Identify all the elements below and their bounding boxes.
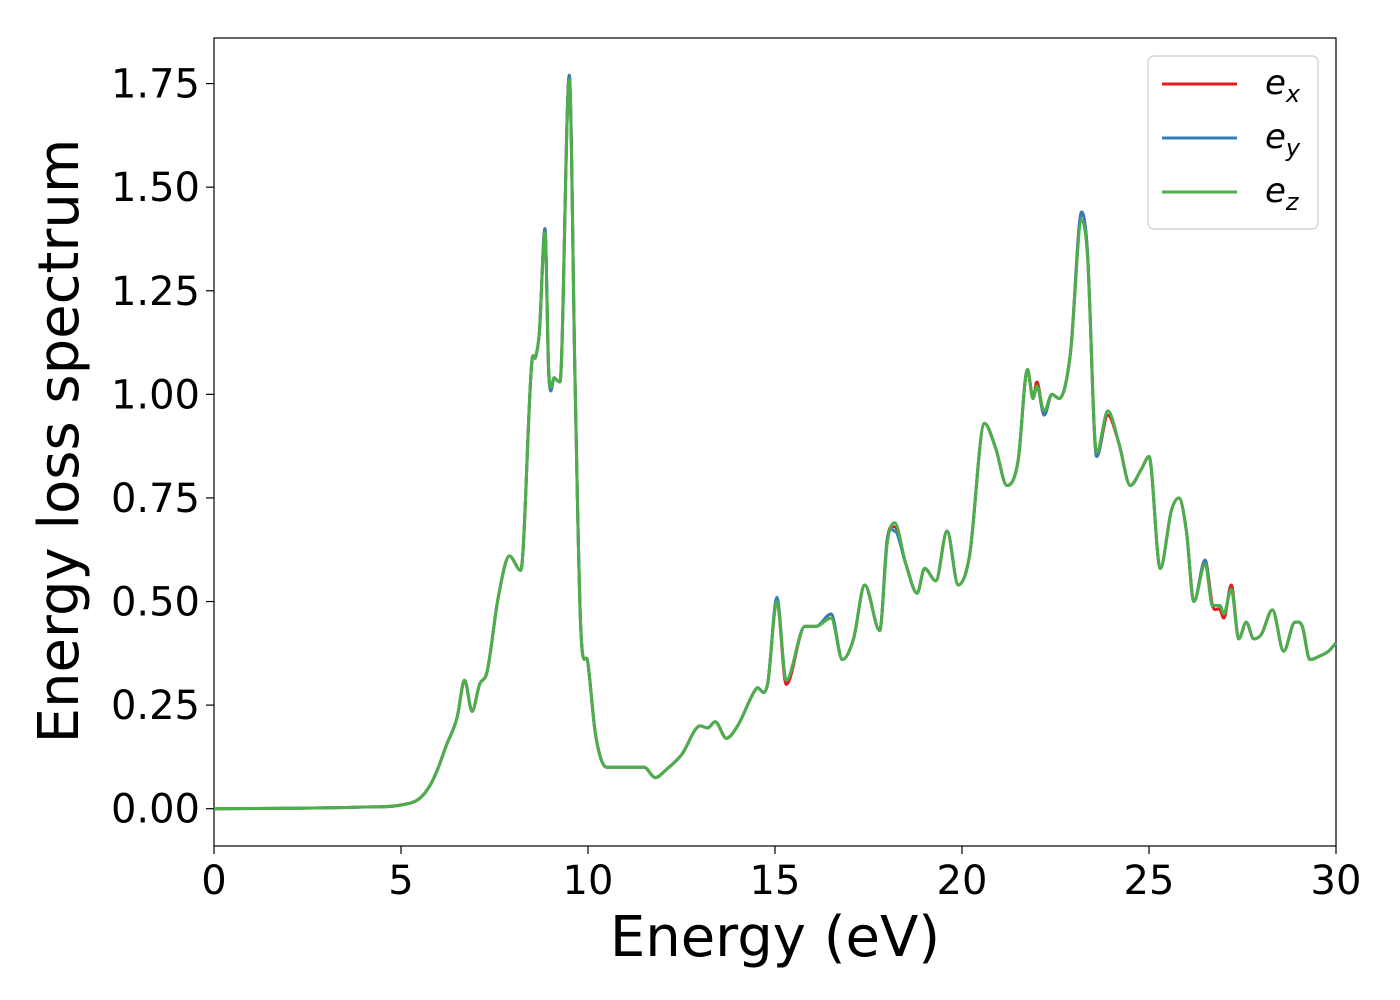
x-tick-label: 5 xyxy=(388,858,413,904)
y-tick-label: 1.50 xyxy=(111,165,200,211)
y-tick-label: 1.00 xyxy=(111,372,200,418)
y-tick-label: 0.00 xyxy=(111,787,200,833)
series-line-z xyxy=(213,77,1338,811)
y-tick-label: 0.50 xyxy=(111,580,200,626)
x-tick-label: 15 xyxy=(750,858,801,904)
y-tick-label: 1.25 xyxy=(111,269,200,315)
x-tick-label: 10 xyxy=(563,858,614,904)
legend-box xyxy=(1147,55,1319,230)
x-axis-label: Energy (eV) xyxy=(610,905,940,970)
x-tick-label: 20 xyxy=(937,858,988,904)
series-layer xyxy=(213,73,1338,811)
y-axis-label: Energy loss spectrum xyxy=(27,139,92,744)
x-tick-label: 25 xyxy=(1124,858,1175,904)
y-tick-label: 0.75 xyxy=(111,476,200,522)
axes-layer: 0 5 10 15 20 25 30 0.00 0.25 0.50 0.75 1.00 1.25 1.50… xyxy=(111,62,1362,904)
y-tick-label: 1.75 xyxy=(111,62,200,108)
x-tick-label: 0 xyxy=(201,858,226,904)
y-tick-label: 0.25 xyxy=(111,683,200,729)
x-tick-label: 30 xyxy=(1311,858,1362,904)
